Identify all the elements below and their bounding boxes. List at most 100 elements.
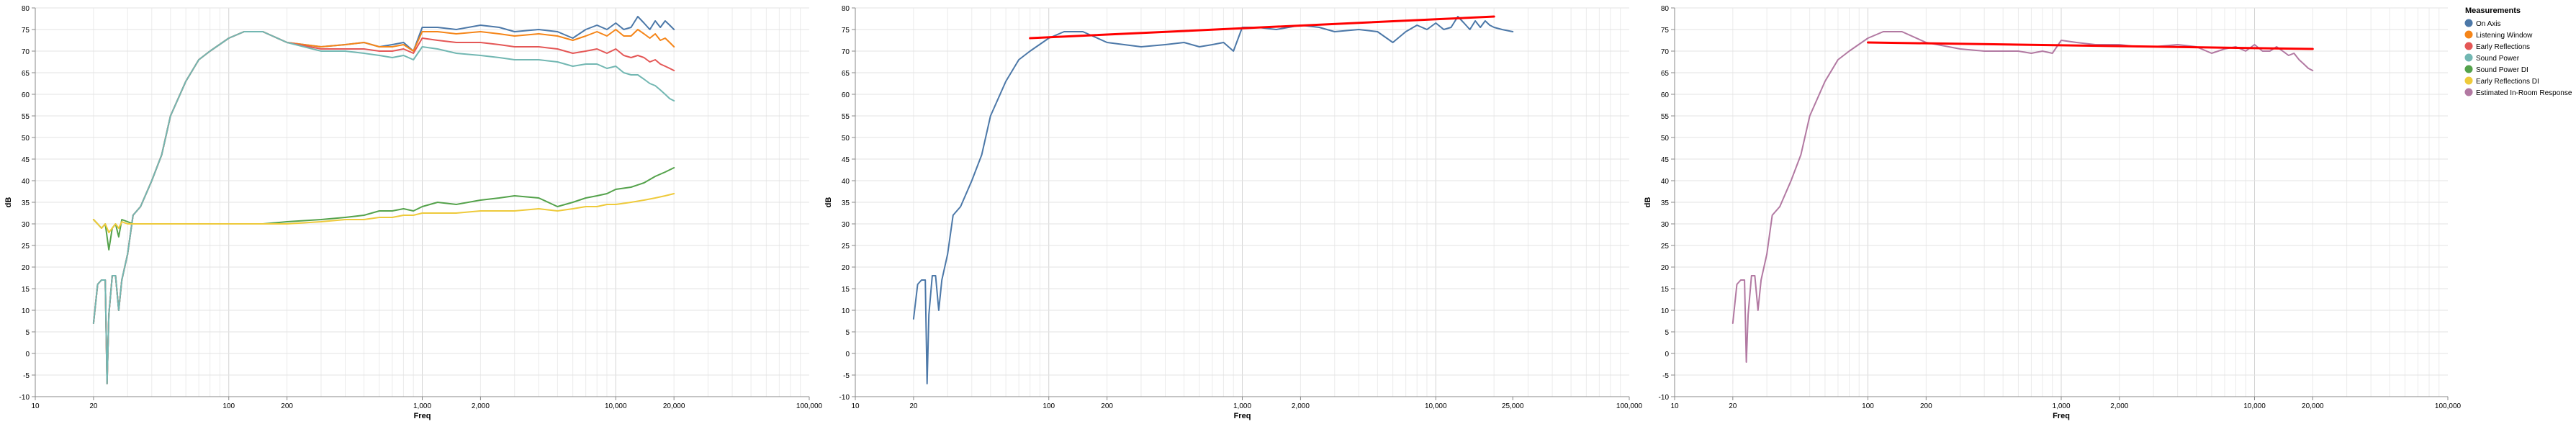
y-tick-label: 65	[842, 70, 850, 78]
series-line-early-reflections	[92, 31, 675, 384]
x-tick-label: 1,000	[1233, 402, 1251, 410]
y-tick-label: 80	[1661, 5, 1670, 13]
y-tick-label: 0	[845, 351, 850, 358]
legend-item-label: Early Reflections DI	[2476, 78, 2539, 86]
y-tick-label: 65	[1661, 70, 1670, 78]
x-tick-label: 100	[222, 402, 235, 410]
x-axis-title: Freq	[414, 412, 431, 420]
y-tick-label: 25	[22, 243, 30, 251]
x-tick-label: 200	[1101, 402, 1113, 410]
y-tick-label: 20	[842, 264, 850, 272]
y-axis-title: dB	[824, 197, 833, 208]
y-tick-label: 65	[22, 70, 30, 78]
legend-item-label: Estimated In-Room Response	[2476, 89, 2572, 97]
x-tick-label: 20	[1729, 402, 1737, 410]
y-tick-label: 20	[22, 264, 30, 272]
x-tick-label: 2,000	[472, 402, 490, 410]
y-tick-label: 75	[1661, 27, 1670, 35]
grid	[35, 7, 809, 397]
y-tick-label: 25	[1661, 243, 1670, 251]
x-tick-label: 20	[89, 402, 98, 410]
y-tick-label: 45	[842, 156, 850, 164]
x-tick-label: 1,000	[2052, 402, 2070, 410]
y-tick-label: 60	[1661, 91, 1670, 99]
y-tick-label: 80	[842, 5, 850, 13]
x-tick-label: 10,000	[1425, 402, 1447, 410]
chart-panel-3: -10 -5 0 5 10 15 20 25 30 35 40 45 50 55 60 65 70 75 80 10 2…	[1644, 5, 2462, 420]
x-tick-label: 10	[851, 402, 860, 410]
y-tick-label: 55	[22, 113, 30, 121]
x-tick-label: 200	[1920, 402, 1932, 410]
x-tick-label: 100,000	[1616, 402, 1643, 410]
legend-swatch	[2464, 65, 2473, 73]
legend-swatch	[2464, 30, 2473, 39]
y-tick-label: 60	[842, 91, 850, 99]
grid	[855, 7, 1629, 397]
series-line-early-reflections-di	[92, 193, 675, 233]
y-tick-label: 50	[1661, 135, 1670, 143]
y-tick-label: 0	[1665, 351, 1669, 358]
series-line-estimated-in-room-response	[1731, 31, 2314, 363]
y-tick-label: 5	[1665, 329, 1669, 337]
y-tick-label: 10	[22, 307, 30, 315]
chart-panel-1: -10 -5 0 5 10 15 20 25 30 35 40 45 50 55 60 65 70 75 80 10 2…	[4, 5, 823, 420]
legend-item-label: Sound Power DI	[2476, 66, 2528, 74]
x-axis-title: Freq	[1234, 412, 1251, 420]
y-tick-label: 35	[22, 199, 30, 207]
x-tick-label: 100	[1042, 402, 1055, 410]
x-tick-label: 10,000	[2243, 402, 2266, 410]
y-axis-title: dB	[1644, 197, 1652, 208]
y-tick-label: 45	[1661, 156, 1670, 164]
legend-swatch	[2464, 19, 2473, 27]
x-tick-label: 20	[909, 402, 918, 410]
y-tick-label: 5	[845, 329, 850, 337]
legend-item-label: Early Reflections	[2476, 43, 2530, 51]
series-line-sound-power	[92, 31, 675, 384]
x-tick-label: 10,000	[605, 402, 627, 410]
y-axis-title: dB	[4, 197, 13, 208]
x-tick-label: 20,000	[2302, 402, 2324, 410]
x-tick-label: 2,000	[2110, 402, 2128, 410]
trend-line	[1867, 41, 2314, 50]
y-tick-label: 55	[842, 113, 850, 121]
y-tick-label: 80	[22, 5, 30, 13]
y-tick-label: 70	[22, 48, 30, 56]
y-tick-label: 55	[1661, 113, 1670, 121]
legend: Measurements On Axis Listening Window Early…	[2464, 6, 2572, 97]
y-tick-label: -10	[839, 394, 850, 402]
y-tick-label: 5	[25, 329, 30, 337]
y-tick-label: 60	[22, 91, 30, 99]
y-tick-label: 15	[842, 286, 850, 294]
legend-swatch	[2464, 42, 2473, 50]
y-tick-label: 35	[1661, 199, 1670, 207]
x-tick-label: 10	[31, 402, 40, 410]
grid	[1674, 7, 2448, 397]
y-tick-label: -5	[843, 372, 850, 380]
x-tick-label: 25,000	[1502, 402, 1524, 410]
y-tick-label: 20	[1661, 264, 1670, 272]
y-tick-label: -10	[1659, 394, 1670, 402]
y-tick-label: 40	[1661, 178, 1670, 186]
y-tick-label: 0	[25, 351, 30, 358]
legend-swatch	[2464, 76, 2473, 85]
y-tick-label: 10	[1661, 307, 1670, 315]
y-tick-label: 25	[842, 243, 850, 251]
x-tick-label: 100	[1862, 402, 1874, 410]
y-tick-label: -5	[1662, 372, 1669, 380]
y-tick-label: 15	[22, 286, 30, 294]
x-tick-label: 2,000	[1292, 402, 1310, 410]
y-tick-label: 35	[842, 199, 850, 207]
y-tick-label: 75	[842, 27, 850, 35]
y-tick-label: 70	[1661, 48, 1670, 56]
y-tick-label: 50	[842, 135, 850, 143]
y-tick-label: -10	[19, 394, 30, 402]
y-tick-label: 75	[22, 27, 30, 35]
legend-swatch	[2464, 88, 2473, 96]
x-tick-label: 100,000	[796, 402, 823, 410]
legend-swatch	[2464, 53, 2473, 62]
y-tick-label: 30	[1661, 221, 1670, 229]
legend-title: Measurements	[2465, 6, 2521, 15]
series-line-on-axis	[912, 16, 1514, 384]
legend-item-label: Listening Window	[2476, 32, 2533, 40]
